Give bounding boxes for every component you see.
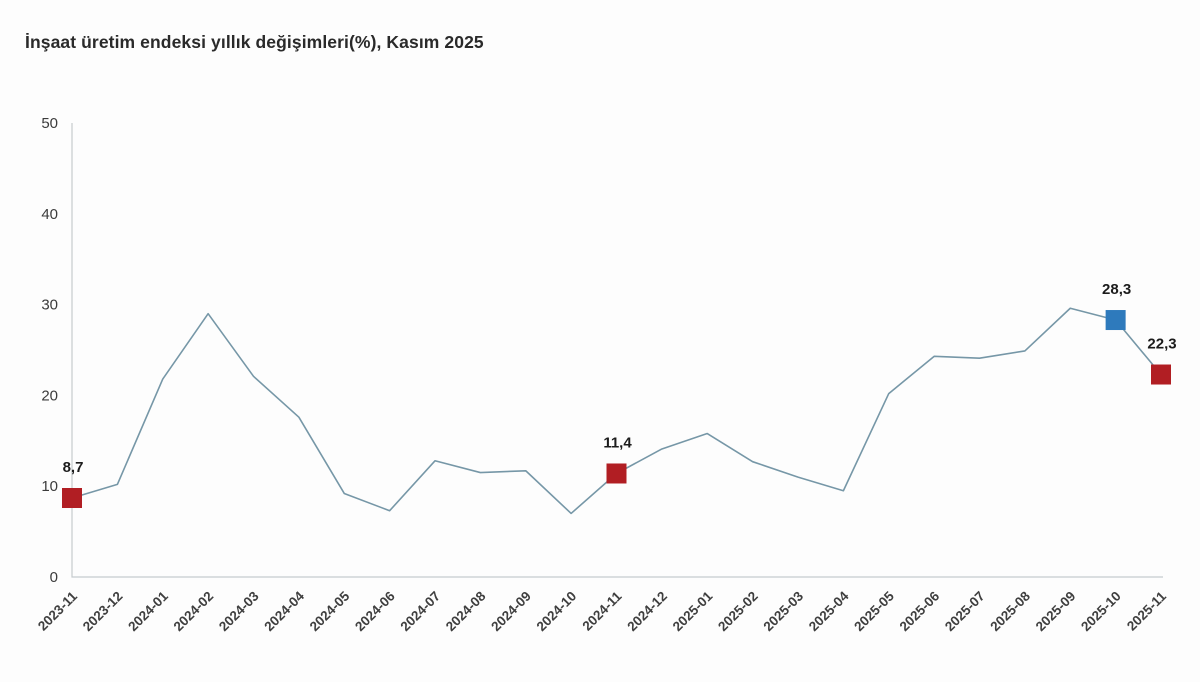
x-axis-tick-label: 2025-08 [987,588,1033,634]
point-value-label: 28,3 [1102,281,1131,298]
y-axis-tick-label: 40 [41,206,58,223]
highlight-marker [1151,364,1171,385]
point-value-label: 11,4 [603,434,632,451]
x-axis-tick-label: 2025-01 [670,588,716,634]
x-axis-tick-label: 2024-03 [216,588,262,634]
x-axis-tick-label: 2024-01 [125,588,171,634]
x-axis-tick-label: 2023-12 [80,589,126,635]
chart-title: İnşaat üretim endeksi yıllık değişimleri… [25,32,484,52]
highlight-marker [62,488,82,509]
y-axis-tick-label: 50 [41,115,58,132]
x-axis-tick-label: 2025-06 [897,588,943,634]
x-axis-tick-label: 2024-06 [352,588,398,634]
x-axis-tick-label: 2024-07 [397,589,443,635]
point-value-label: 22,3 [1147,336,1176,353]
y-axis-tick-label: 10 [41,478,58,495]
x-axis-tick-label: 2025-10 [1078,589,1124,635]
x-axis-tick-label: 2025-11 [1124,588,1169,633]
x-axis-tick-label: 2024-05 [307,588,353,634]
highlight-marker [606,463,627,484]
x-axis-tick-label: 2024-08 [443,588,489,634]
x-axis-tick-label: 2023-11 [35,588,80,633]
x-axis-tick-label: 2024-04 [261,588,307,634]
x-axis-tick-label: 2025-05 [851,588,897,634]
x-axis-tick-label: 2025-07 [942,589,988,635]
x-axis-tick-label: 2024-10 [534,589,580,635]
x-axis-tick-label: 2024-11 [579,588,624,633]
x-axis-tick-label: 2025-03 [760,588,806,634]
y-axis-tick-label: 0 [50,569,58,586]
x-axis-tick-label: 2025-02 [715,589,761,635]
x-axis-tick-label: 2025-09 [1033,589,1079,635]
y-axis-tick-label: 20 [41,387,58,404]
x-axis-tick-label: 2024-09 [488,589,534,635]
point-value-label: 8,7 [63,459,84,476]
x-axis-tick-label: 2024-02 [171,589,217,635]
highlight-marker [1105,310,1126,331]
x-axis-tick-label: 2024-12 [624,589,670,635]
x-axis-tick-label: 2025-04 [806,588,852,634]
y-axis-tick-label: 30 [41,297,58,314]
axis-lines [71,123,1163,578]
